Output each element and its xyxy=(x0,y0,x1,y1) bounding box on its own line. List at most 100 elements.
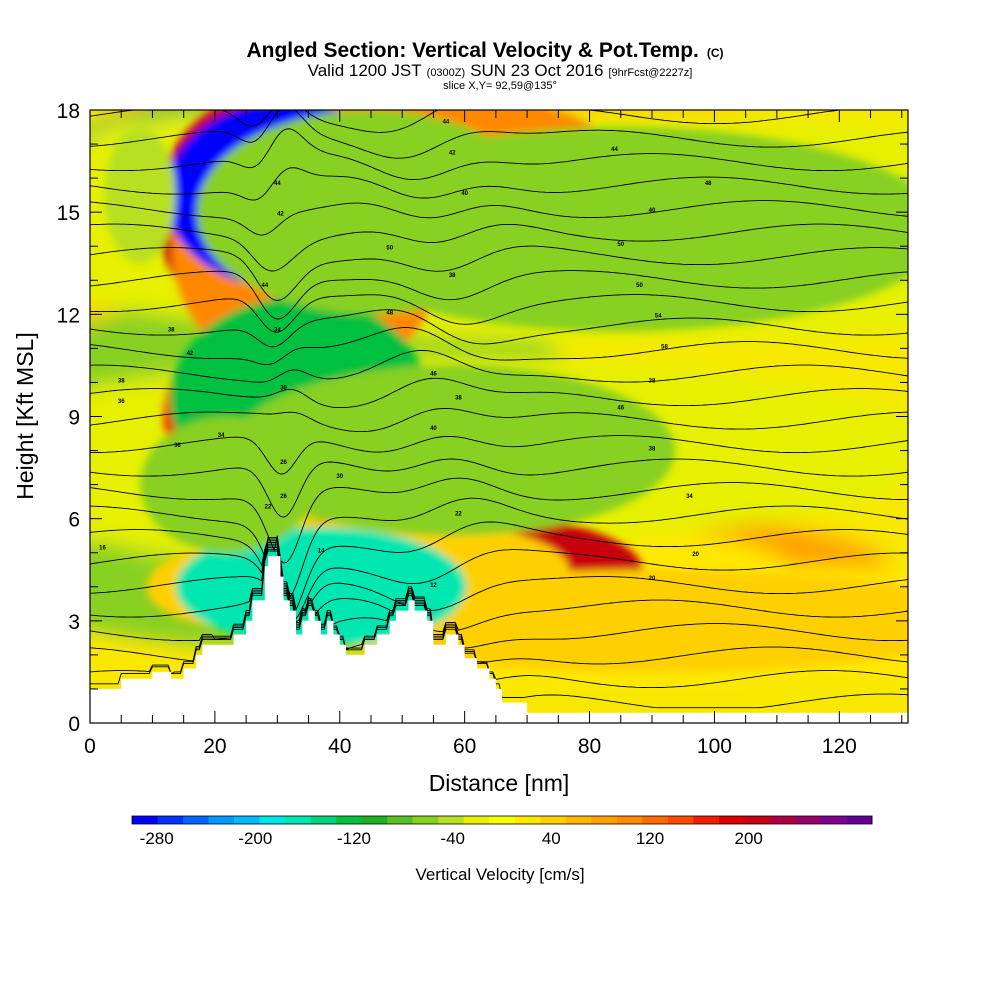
contour-label-8: 44 xyxy=(274,181,281,187)
colorbar-swatch-1 xyxy=(157,816,184,824)
colorbar-tick-label-4: 40 xyxy=(542,829,561,848)
contour-label-16: 30 xyxy=(336,474,343,480)
colorbar-swatch-22 xyxy=(693,816,720,824)
colorbar-swatch-27 xyxy=(820,816,847,824)
theta-contour-32 xyxy=(90,542,908,623)
chart-title-suffix: (C) xyxy=(707,46,724,60)
colorbar-swatch-9 xyxy=(361,816,388,824)
theta-contour-64 xyxy=(90,377,908,409)
slice-label: slice X,Y= 92,59@135° xyxy=(443,80,557,92)
contour-label-17: 50 xyxy=(386,246,393,252)
x-tick-label-120: 120 xyxy=(822,735,857,758)
contour-label-24: 38 xyxy=(449,273,456,279)
x-tick-label-0: 0 xyxy=(84,735,96,758)
colorbar-tick-label-5: 120 xyxy=(636,829,664,848)
colorbar-tick-label-3: -40 xyxy=(440,829,465,848)
y-tick-label-9: 9 xyxy=(68,407,80,430)
contour-label-19: 46 xyxy=(430,372,437,378)
x-tick-label-80: 80 xyxy=(578,735,601,758)
colorbar-swatch-15 xyxy=(514,816,541,824)
contour-label-3: 38 xyxy=(168,327,175,333)
colorbar-swatch-5 xyxy=(259,816,286,824)
title-block: Angled Section: Vertical Velocity & Pot.… xyxy=(246,39,723,92)
theta-contours xyxy=(90,110,908,709)
downdraft-core-5 xyxy=(296,127,908,332)
x-tick-labels: 0 20 40 60 80 100 120 xyxy=(84,735,857,758)
x-tick-label-100: 100 xyxy=(697,735,732,758)
y-tick-label-18: 18 xyxy=(57,100,80,123)
theta-contour-108 xyxy=(90,110,908,159)
contour-label-37: 38 xyxy=(649,447,656,453)
contour-label-29: 48 xyxy=(705,181,712,187)
contour-label-4: 42 xyxy=(187,351,194,357)
valid-utc: (0300Z) xyxy=(427,67,466,79)
colorbar-tick-label-0: -280 xyxy=(140,829,174,848)
colorbar-swatch-24 xyxy=(744,816,771,824)
contour-label-39: 20 xyxy=(692,552,699,558)
theta-contour-52 xyxy=(90,458,908,518)
contour-label-12: 26 xyxy=(280,460,287,466)
colorbar-tick-labels: -280 -200 -120 -40 40 120 200 xyxy=(140,829,763,848)
contour-label-33: 54 xyxy=(655,314,662,320)
theta-contour-36 xyxy=(90,540,908,621)
valid-date: SUN 23 Oct 2016 xyxy=(470,61,603,80)
contour-label-36: 46 xyxy=(617,406,624,412)
colorbar-swatch-25 xyxy=(769,816,796,824)
y-tick-label-12: 12 xyxy=(57,304,80,327)
colorbar-swatch-21 xyxy=(667,816,694,824)
x-tick-label-60: 60 xyxy=(453,735,476,758)
chart-title-main: Angled Section: Vertical Velocity & Pot.… xyxy=(246,39,698,62)
contour-label-38: 34 xyxy=(686,494,693,500)
colorbar-swatch-3 xyxy=(208,816,235,824)
downdraft-core-2 xyxy=(175,527,467,647)
colorbar-swatch-19 xyxy=(616,816,643,824)
colorbar-tick-label-2: -120 xyxy=(337,829,371,848)
x-axis-label: Distance [nm] xyxy=(429,770,570,796)
colorbar-swatch-17 xyxy=(565,816,592,824)
terrain-profile xyxy=(90,556,908,723)
theta-contour-48 xyxy=(90,477,908,564)
contour-label-15: 14 xyxy=(318,549,325,555)
contour-label-32: 50 xyxy=(636,283,643,289)
theta-contour-112 xyxy=(90,110,844,133)
contour-label-0: 16 xyxy=(99,545,106,551)
contour-label-25: 38 xyxy=(455,395,462,401)
contour-label-21: 44 xyxy=(443,120,450,126)
colorbar-swatch-28 xyxy=(846,816,873,824)
colorbar-swatch-13 xyxy=(463,816,490,824)
plot-area: 16 36 38 38 42 36 34 44 44 42 34 30 26 26 22 14 30 50 48 46… xyxy=(89,109,909,724)
colorbar-tick-label-1: -200 xyxy=(238,829,272,848)
velocity-field-cores xyxy=(104,110,908,672)
theta-contour-40 xyxy=(90,521,908,612)
contour-label-18: 48 xyxy=(386,310,393,316)
contour-label-28: 44 xyxy=(611,147,618,153)
valid-forecast: [9hrFcst@2227z] xyxy=(608,67,692,79)
theta-contour-96 xyxy=(90,200,908,236)
theta-contour-labels: 16 36 38 38 42 36 34 44 44 42 34 30 26 26 22 14 30 50 48 46… xyxy=(99,120,712,589)
theta-contour-28 xyxy=(90,543,908,633)
contour-label-27: 12 xyxy=(430,583,437,589)
colorbar-swatch-11 xyxy=(412,816,439,824)
colorbar-swatch-7 xyxy=(310,816,337,824)
colorbar-swatch-23 xyxy=(718,816,745,824)
colorbar-swatch-16 xyxy=(540,816,567,824)
theta-contour-72 xyxy=(90,327,908,366)
y-axis-label: Height [Kft MSL] xyxy=(12,332,38,499)
colorbar-frame xyxy=(131,815,873,825)
contour-label-1: 36 xyxy=(118,399,125,405)
contour-label-31: 40 xyxy=(649,208,656,214)
y-tick-label-3: 3 xyxy=(68,611,80,634)
y-tick-label-0: 0 xyxy=(68,713,80,736)
contour-label-40: 20 xyxy=(649,576,656,582)
theta-contour-88 xyxy=(90,245,908,301)
colorbar-swatch-6 xyxy=(285,816,312,824)
contour-label-20: 40 xyxy=(430,426,437,432)
theta-contour-60 xyxy=(90,407,908,433)
contour-label-22: 42 xyxy=(449,150,456,156)
colorbar-swatch-8 xyxy=(336,816,363,824)
contour-label-30: 50 xyxy=(617,242,624,248)
contour-label-6: 34 xyxy=(218,433,225,439)
contour-label-35: 38 xyxy=(649,378,656,384)
y-tick-label-15: 15 xyxy=(57,202,80,225)
